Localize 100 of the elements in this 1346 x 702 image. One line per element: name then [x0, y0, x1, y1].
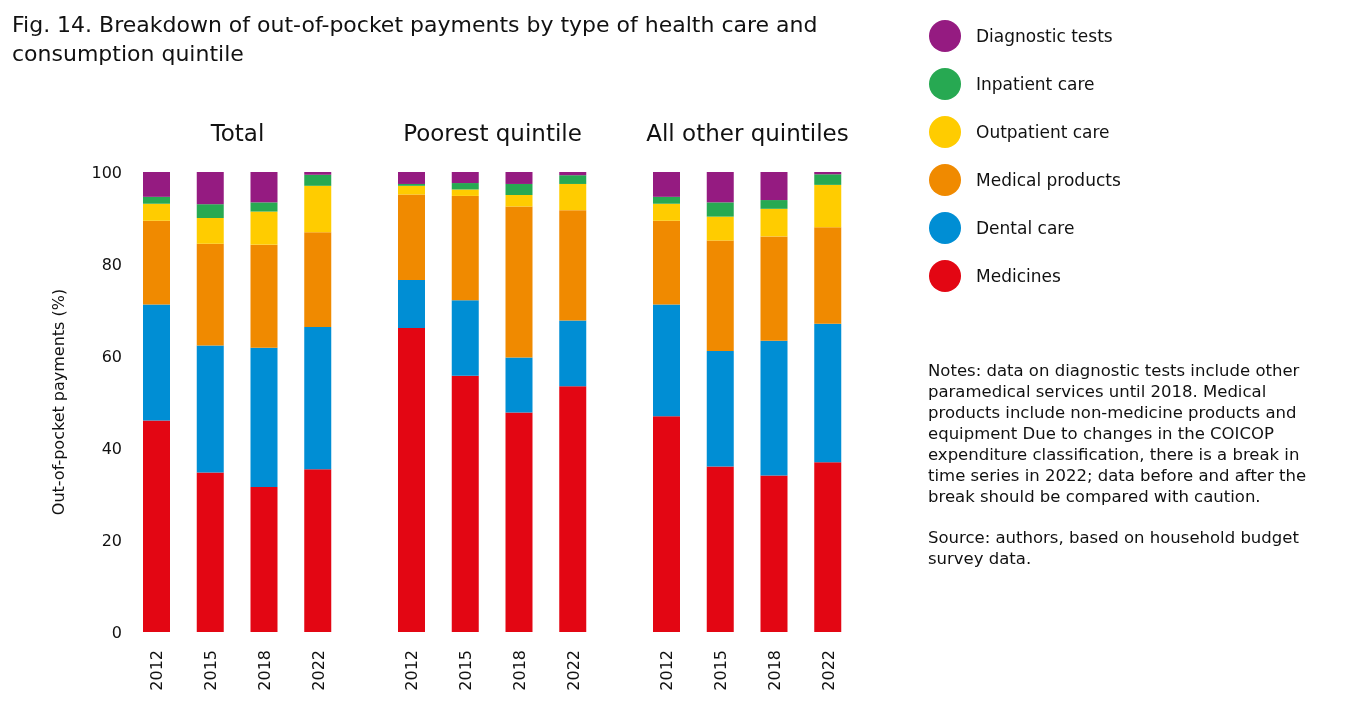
bar [304, 174, 332, 186]
chart-subtitle: Poorest quintile [403, 120, 582, 146]
chart-subtitle: All other quintiles [646, 120, 849, 146]
bar [653, 304, 680, 417]
bar [653, 203, 680, 221]
x-tick-label: 2015 [711, 650, 731, 691]
bar [143, 172, 170, 197]
bar [559, 320, 587, 387]
bar [706, 350, 734, 467]
x-tick-label: 2012 [657, 650, 677, 691]
bar [559, 210, 587, 321]
x-tick-label: 2012 [402, 650, 422, 691]
bar [196, 472, 224, 632]
bar [250, 347, 278, 488]
legend-label: Medical products [976, 170, 1121, 190]
x-tick-label: 2022 [308, 650, 328, 691]
bar [398, 185, 425, 195]
bar [451, 375, 479, 632]
bar [451, 183, 479, 190]
bar [653, 220, 680, 305]
bar [143, 420, 170, 632]
bar [304, 185, 332, 233]
bar [653, 416, 680, 632]
bar [505, 412, 533, 632]
x-tick-label: 2015 [456, 650, 476, 691]
y-tick-label: 0 [111, 622, 122, 642]
legend-label: Inpatient care [976, 74, 1095, 94]
bar [196, 243, 224, 346]
bar [653, 196, 680, 204]
bar [196, 218, 224, 244]
x-tick-label: 2018 [509, 650, 529, 691]
x-tick-label: 2022 [818, 650, 838, 691]
bar [814, 184, 842, 228]
bar [196, 345, 224, 473]
x-tick-label: 2022 [563, 650, 583, 691]
bar [814, 227, 842, 324]
bar [451, 195, 479, 301]
bar [143, 203, 170, 221]
bar [706, 202, 734, 217]
legend-label: Dental care [976, 218, 1075, 238]
x-tick-label: 2018 [764, 650, 784, 691]
bar [814, 323, 842, 463]
bar [760, 340, 788, 476]
y-tick-label: 100 [91, 162, 122, 182]
bar [398, 327, 425, 632]
bar [559, 183, 587, 211]
y-tick-label: 80 [101, 254, 122, 274]
bar [304, 469, 332, 632]
bar [505, 183, 533, 195]
bar [398, 280, 425, 328]
legend-label: Diagnostic tests [976, 26, 1113, 46]
bar [760, 200, 788, 209]
bar [505, 357, 533, 413]
bar [451, 189, 479, 196]
bar [814, 174, 842, 185]
source-note: Source: authors, based on household budget survey data. [928, 528, 1299, 568]
bar [196, 204, 224, 218]
text: Notes: data on diagnostic tests include other paramedical services until 2018. Medical products include non-medicine products and equipment Due to changes in the COICOP expenditure classification, there is a break in time series in 2022; data before and after the break should be compared with caution. [928, 361, 1307, 506]
bar [143, 196, 170, 204]
y-tick-label: 40 [101, 438, 122, 458]
bar [143, 304, 170, 421]
x-tick-label: 2012 [147, 650, 167, 691]
bar [451, 172, 479, 184]
bar [760, 172, 788, 201]
bar [706, 216, 734, 241]
bar [706, 240, 734, 351]
y-tick-label: 60 [101, 346, 122, 366]
bar [250, 244, 278, 348]
legend-label: Outpatient care [976, 122, 1110, 142]
bar [304, 172, 332, 175]
text: Fig. 14. Breakdown of out-of-pocket payments by type of health care and consumption quintile [12, 12, 818, 66]
bar [559, 172, 587, 176]
bar [505, 172, 533, 184]
bar [760, 208, 788, 237]
bar [143, 220, 170, 305]
y-tick-label: 20 [101, 530, 122, 550]
bar [398, 172, 425, 184]
bar [505, 195, 533, 207]
chart-subtitle: Total [210, 120, 265, 146]
bar [196, 172, 224, 205]
bar [559, 175, 587, 184]
bar [760, 475, 788, 632]
x-tick-label: 2015 [201, 650, 221, 691]
bar [304, 232, 332, 328]
bar [398, 194, 425, 281]
bar [653, 172, 680, 197]
bar [706, 172, 734, 203]
bar [706, 466, 734, 632]
bar [559, 386, 587, 632]
bar [814, 462, 842, 632]
bar [451, 300, 479, 376]
bar [250, 211, 278, 245]
bar [760, 236, 788, 341]
bar [250, 487, 278, 632]
y-axis-title: Out-of-pocket payments (%) [48, 288, 68, 516]
legend-label: Medicines [976, 266, 1061, 286]
x-tick-label: 2018 [254, 650, 274, 691]
bar [250, 202, 278, 212]
bar [304, 327, 332, 470]
bar [250, 172, 278, 203]
